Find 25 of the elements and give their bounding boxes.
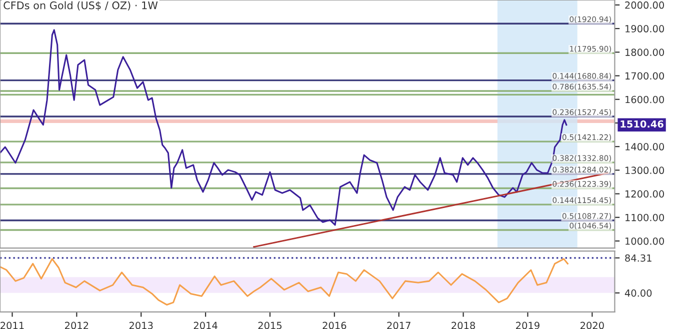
x-tick-label: 2014 [194, 322, 218, 329]
x-tick-label: 2019 [516, 322, 540, 329]
x-tick-label: 2011 [0, 322, 24, 329]
y-tick-label: 1400.00 [626, 143, 664, 150]
x-tick-label: 2020 [580, 322, 604, 329]
y-tick-label: 40.00 [624, 289, 652, 297]
text: 1510.46 [620, 120, 664, 128]
y-tick-label: 1600.00 [626, 96, 664, 104]
x-tick-label: 2016 [322, 322, 346, 329]
y-tick-label: 1900.00 [626, 25, 664, 32]
x-tick-label: 2017 [387, 322, 410, 329]
x-tick-label: 2015 [258, 322, 282, 329]
x-tick-label: 2013 [129, 322, 153, 329]
y-tick-label: 1200.00 [626, 190, 664, 198]
x-tick-label: 2018 [452, 322, 475, 329]
y-tick-label: 1000.00 [626, 237, 664, 245]
y-tick-label: 1700.00 [626, 72, 664, 80]
chart-title: CFDs on Gold (US$ / OZ) · 1W [4, 1, 158, 11]
x-tick-label: 2012 [65, 322, 88, 329]
y-tick-label: 2000.00 [625, 1, 664, 9]
y-tick-label: 1100.00 [626, 214, 664, 222]
y-tick-label: 84.31 [625, 254, 652, 262]
line-series [0, 258, 568, 306]
y-tick-label: 1800.00 [626, 48, 664, 56]
y-tick-label: 1300.00 [626, 166, 664, 174]
